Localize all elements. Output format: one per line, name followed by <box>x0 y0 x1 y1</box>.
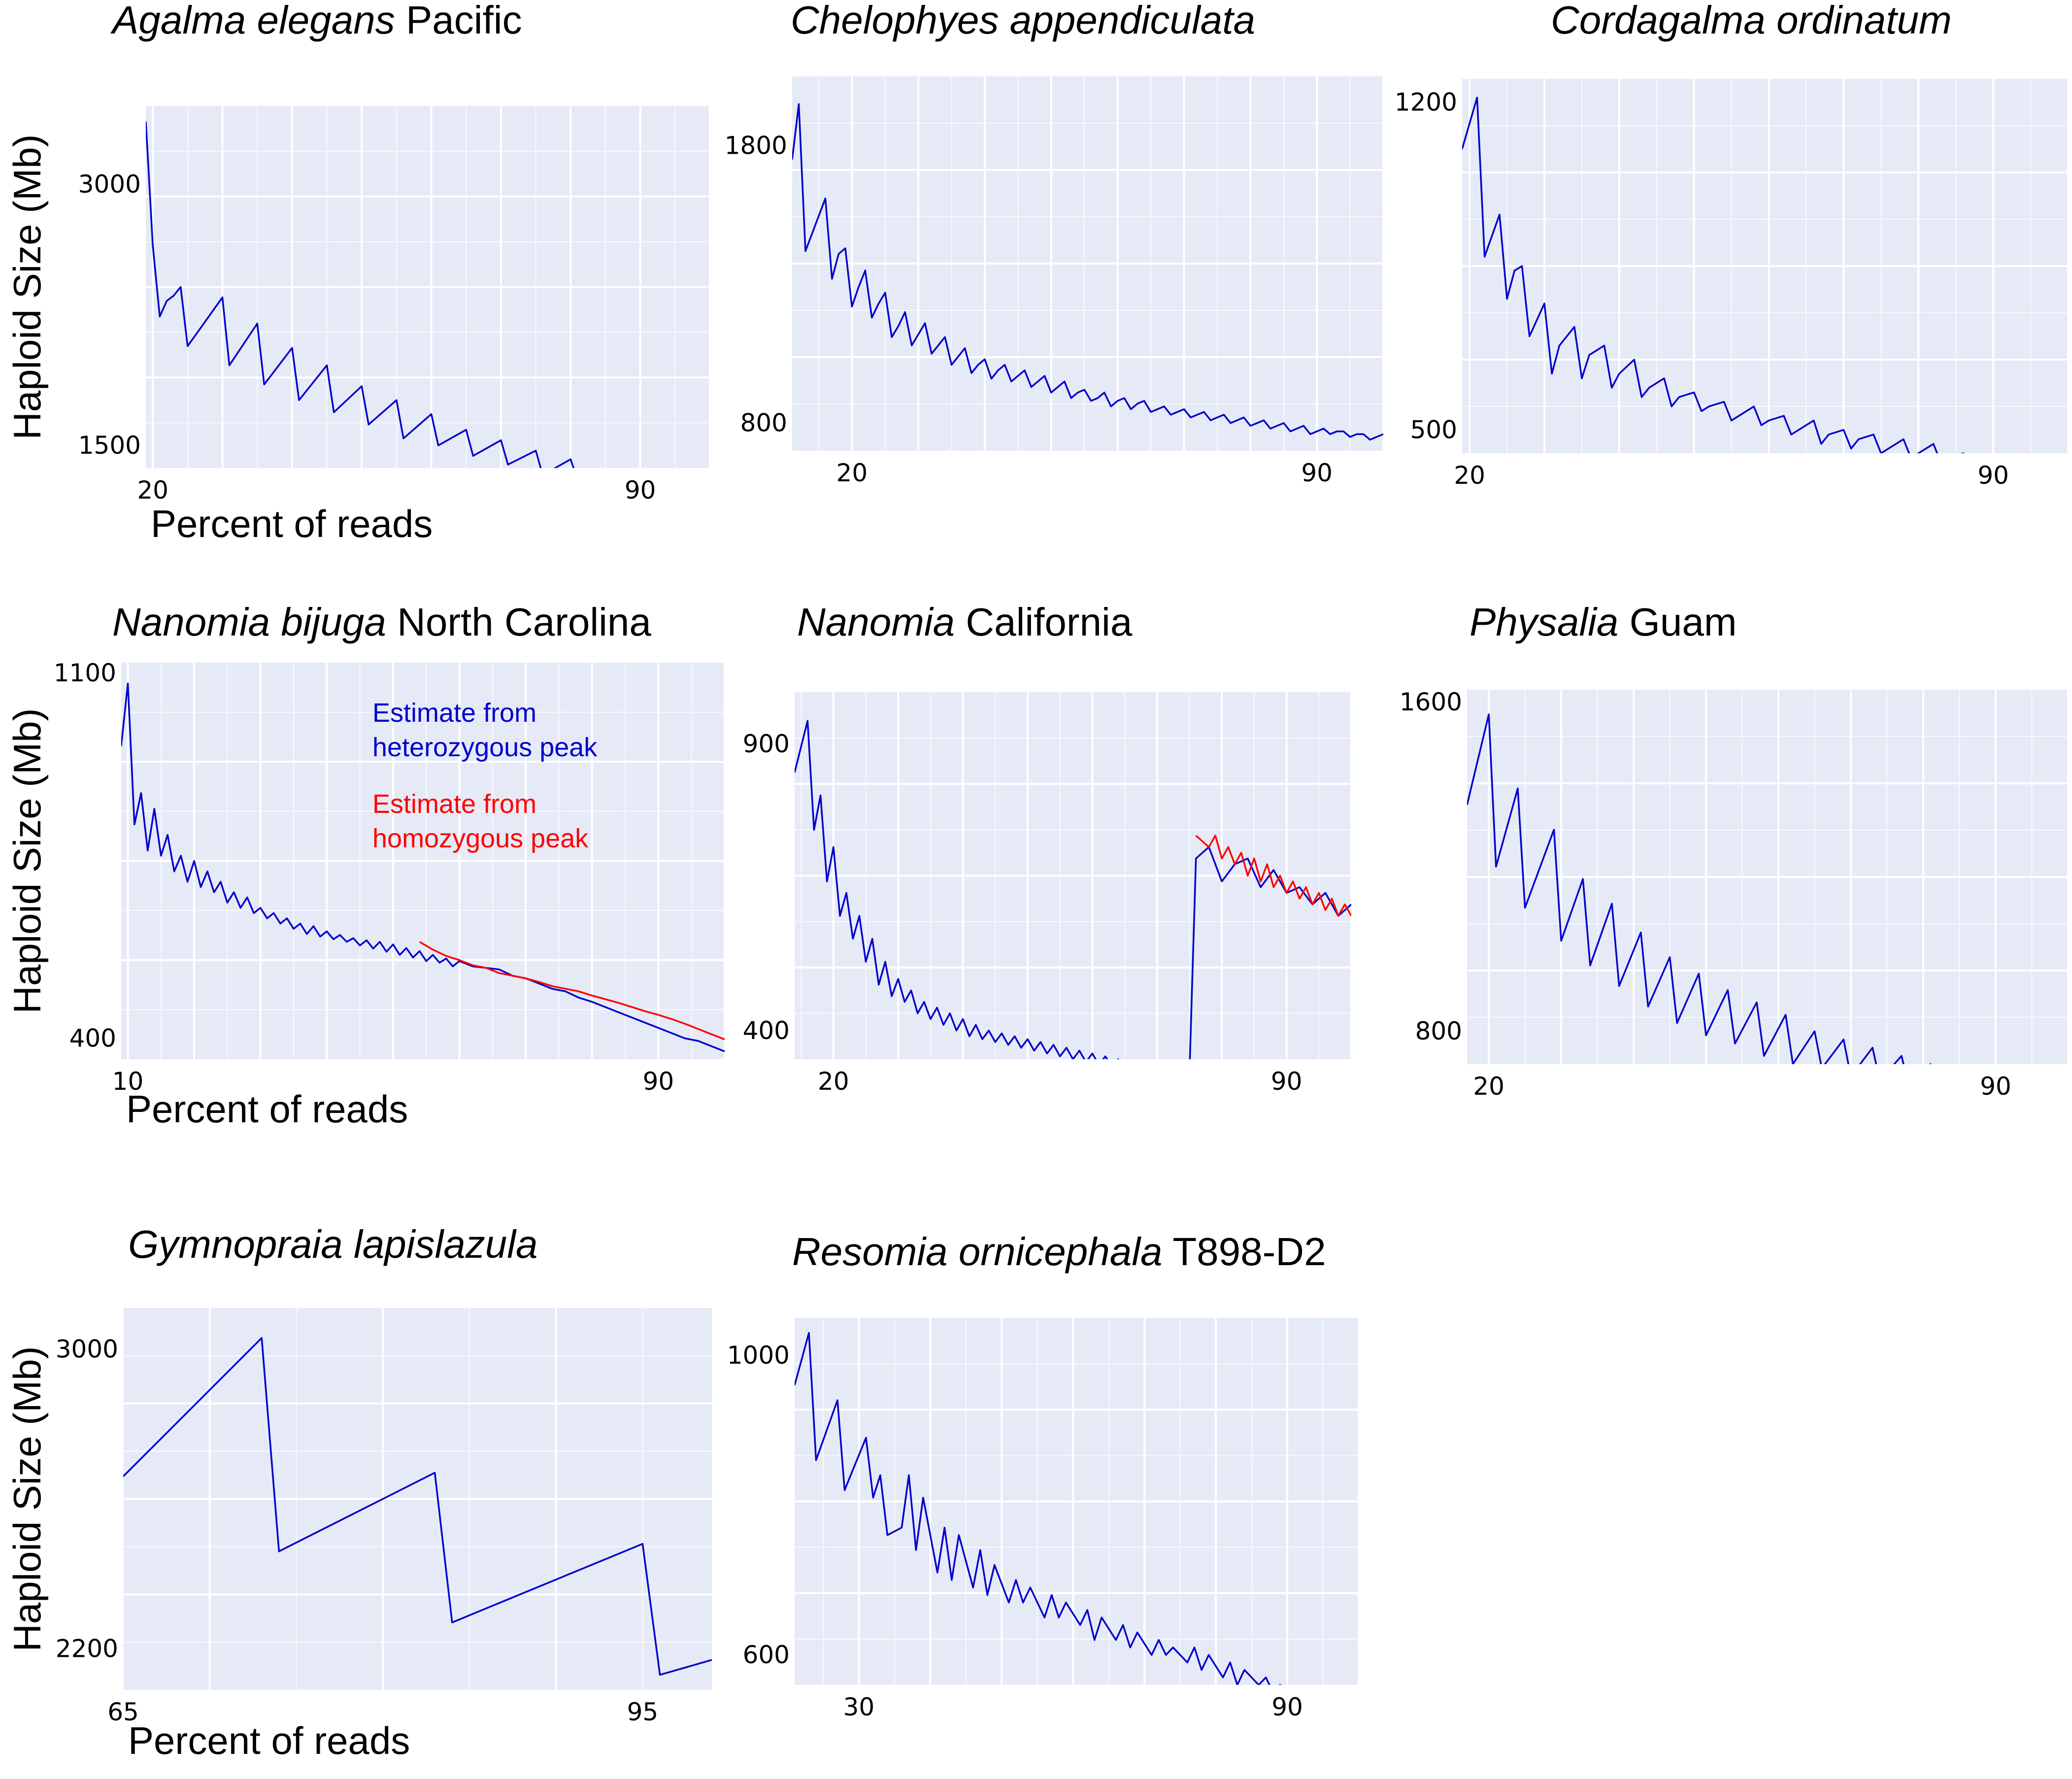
legend: Estimate from heterozygous peak Estimate f… <box>372 698 598 853</box>
x-tick-label: 10 <box>112 1067 144 1096</box>
y-tick-label: 400 <box>743 1016 790 1045</box>
y-tick-label: 800 <box>740 409 787 437</box>
x-axis-label: Percent of reads <box>126 1087 408 1131</box>
x-tick-label: 20 <box>836 459 868 487</box>
x-tick-label: 20 <box>818 1067 849 1096</box>
y-tick-label: 2200 <box>56 1634 118 1663</box>
gridlines <box>123 1308 712 1690</box>
panel-title: Nanomia bijuga North Carolina <box>112 600 651 644</box>
y-axis-label: Haploid Size (Mb) <box>5 1346 49 1652</box>
y-tick-label: 500 <box>1410 416 1457 444</box>
gridlines <box>1467 690 2069 1064</box>
y-tick-label: 1500 <box>78 431 141 460</box>
x-tick-label: 65 <box>107 1698 139 1726</box>
x-tick-label: 90 <box>643 1067 674 1096</box>
x-tick-label: 90 <box>625 476 656 504</box>
panel-title-plain: T898-D2 <box>1163 1230 1326 1274</box>
panel-title: Physalia Guam <box>1470 600 1737 644</box>
gridlines <box>121 663 726 1059</box>
panel-title-plain: California <box>955 600 1133 644</box>
panel-title-plain: Guam <box>1618 600 1737 644</box>
y-tick-label: 3000 <box>78 170 141 199</box>
legend-entry-line2: heterozygous peak <box>372 733 598 762</box>
panel-title-italic: Cordagalma ordinatum <box>1551 0 1952 42</box>
series-line-0 <box>146 121 575 468</box>
panel-nanomia_ca: Nanomia California 400 900 20 90 <box>743 600 1352 1096</box>
series-line-0 <box>1467 713 1932 1064</box>
series-line-0 <box>792 103 1383 441</box>
panel-nanomia_nc: Nanomia bijuga North Carolina 400 1100 10 90… <box>5 600 726 1131</box>
y-tick-label: 400 <box>69 1024 116 1053</box>
y-axis-label: Haploid Size (Mb) <box>5 708 49 1014</box>
x-tick-label: 90 <box>1271 1693 1303 1721</box>
panel-agalma: Agalma elegans Pacific 1500 3000 20 90 Haploi… <box>5 0 711 545</box>
series-line-0 <box>121 682 725 1052</box>
y-tick-label: 1200 <box>1395 88 1457 117</box>
series-line-1 <box>419 941 725 1041</box>
panel-cordagalma: Cordagalma ordinatum 500 1200 20 90 <box>1395 0 2069 490</box>
series-line-0 <box>795 1332 1282 1685</box>
x-tick-label: 30 <box>843 1693 875 1721</box>
y-axis-label: Haploid Size (Mb) <box>5 134 49 440</box>
panel-title: Cordagalma ordinatum <box>1551 0 1952 42</box>
gridlines <box>792 76 1384 451</box>
x-tick-label: 20 <box>1454 461 1485 490</box>
y-tick-label: 1100 <box>54 659 116 687</box>
x-tick-label: 95 <box>627 1698 659 1726</box>
panel-gymnopraia: Gymnopraia lapislazula 2200 3000 65 95 Haploi… <box>5 1222 712 1762</box>
panel-title-italic: Nanomia bijuga <box>112 600 386 644</box>
x-tick-label: 90 <box>1271 1067 1303 1096</box>
panel-chelophyes: Chelophyes appendiculata 800 1800 20 90 <box>725 0 1384 487</box>
series-line-0 <box>1462 97 1965 453</box>
x-tick-label: 20 <box>1473 1072 1504 1101</box>
y-tick-label: 1600 <box>1400 688 1462 716</box>
gridlines <box>146 106 711 468</box>
y-tick-label: 1000 <box>727 1341 790 1370</box>
x-tick-label: 90 <box>1980 1072 2011 1101</box>
panel-title-italic: Gymnopraia lapislazula <box>128 1222 538 1266</box>
panel-title: Nanomia California <box>797 600 1133 644</box>
panel-resomia: Resomia ornicephala T898-D2 600 1000 30 90 <box>727 1230 1360 1721</box>
series-line-1 <box>1195 835 1351 917</box>
legend-entry-line1: Estimate from <box>372 789 536 819</box>
x-axis-label: Percent of reads <box>128 1719 410 1762</box>
panel-physalia: Physalia Guam 800 1600 20 90 <box>1400 600 2069 1101</box>
gridlines <box>1462 79 2069 453</box>
panel-title-italic: Physalia <box>1470 600 1618 644</box>
panel-title-italic: Resomia ornicephala <box>792 1230 1163 1274</box>
y-tick-label: 900 <box>743 730 790 758</box>
x-tick-label: 20 <box>137 476 168 504</box>
y-tick-label: 600 <box>743 1641 790 1669</box>
gridlines <box>795 1318 1360 1685</box>
x-tick-label: 90 <box>1977 461 2009 490</box>
y-tick-label: 800 <box>1415 1017 1462 1045</box>
series-line-0 <box>795 720 1351 1059</box>
y-tick-label: 1800 <box>725 132 787 160</box>
panel-title-plain: Pacific <box>395 0 522 42</box>
panel-title: Gymnopraia lapislazula <box>128 1222 538 1266</box>
legend-entry-line1: Estimate from <box>372 698 536 728</box>
panel-title: Agalma elegans Pacific <box>110 0 522 42</box>
x-axis-label: Percent of reads <box>151 502 433 545</box>
panel-title-italic: Agalma elegans <box>110 0 395 42</box>
panel-title: Chelophyes appendiculata <box>791 0 1255 42</box>
x-tick-label: 90 <box>1301 459 1333 487</box>
series-line-0 <box>123 1337 712 1676</box>
panel-title-plain: North Carolina <box>386 600 652 644</box>
panel-title-italic: Nanomia <box>797 600 955 644</box>
panel-title: Resomia ornicephala T898-D2 <box>792 1230 1326 1274</box>
y-tick-label: 3000 <box>56 1335 118 1364</box>
panel-title-italic: Chelophyes appendiculata <box>791 0 1255 42</box>
legend-entry-line2: homozygous peak <box>372 824 589 853</box>
gridlines <box>795 692 1352 1059</box>
